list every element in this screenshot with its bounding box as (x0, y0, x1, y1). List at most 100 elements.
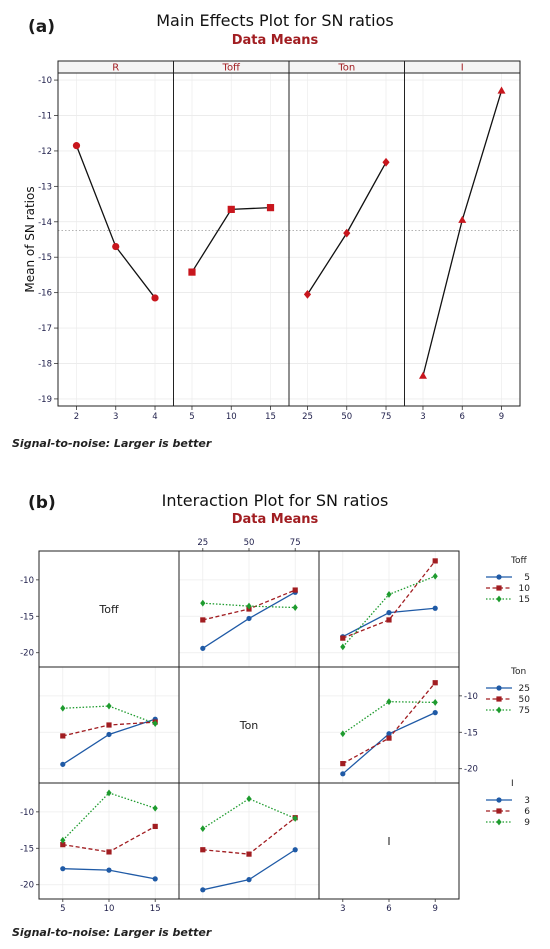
data-point (382, 157, 390, 167)
diagonal-label-toff: Toff (98, 603, 119, 616)
data-point (432, 558, 438, 564)
y-tick-label: -10 (464, 692, 478, 702)
x-tick-label: 9 (432, 904, 437, 914)
y-tick-label: -19 (38, 395, 52, 405)
legend-marker (496, 595, 502, 603)
y-tick-label: -11 (38, 112, 52, 122)
legend-marker (496, 808, 502, 814)
x-tick-label: 2 (74, 412, 79, 422)
data-point (106, 731, 112, 738)
y-tick-label: -14 (38, 218, 52, 228)
facet-label-r: R (112, 63, 119, 74)
x-tick-label: 25 (197, 538, 208, 548)
data-point (152, 823, 158, 830)
data-point (188, 268, 196, 276)
legend-marker (496, 574, 502, 580)
y-tick-label: -18 (38, 359, 52, 369)
legend-label: 75 (519, 706, 530, 716)
data-point (152, 804, 158, 812)
facet-label-ton: Ton (337, 63, 355, 74)
data-point (266, 204, 275, 212)
data-point (246, 602, 252, 610)
x-tick-label: 6 (386, 904, 391, 914)
main-effects-subtitle: Data Means (231, 33, 319, 48)
y-tick-label: -20 (20, 881, 34, 891)
data-point (152, 876, 158, 882)
legend-label: 25 (519, 684, 530, 694)
diagonal-label-i: I (387, 835, 390, 848)
panel-a-label: (a) (28, 17, 56, 37)
data-point (340, 643, 346, 651)
legend-title-i: I (511, 779, 514, 789)
data-point (200, 599, 206, 607)
data-point (458, 215, 467, 223)
y-tick-label: -10 (20, 576, 34, 586)
facet-panel (404, 72, 521, 407)
legend-label: 6 (524, 807, 530, 817)
data-point (200, 645, 206, 651)
data-point (200, 617, 206, 623)
x-tick-label: 6 (460, 412, 465, 422)
x-tick-label: 3 (420, 412, 425, 422)
data-point (386, 610, 392, 616)
data-point (432, 699, 438, 706)
y-tick-label: -17 (38, 324, 52, 334)
data-point (432, 605, 438, 611)
x-tick-label: 5 (60, 904, 65, 914)
data-point (340, 761, 346, 767)
panel-b-label: (b) (28, 493, 56, 513)
data-point (292, 604, 298, 611)
y-tick-label: -15 (20, 844, 34, 854)
x-tick-label: 10 (226, 412, 237, 422)
data-point (432, 572, 438, 580)
data-point (152, 720, 158, 727)
legend-marker (496, 706, 502, 714)
x-tick-label: 9 (499, 412, 504, 422)
data-point (432, 710, 438, 716)
x-tick-label: 50 (341, 412, 352, 422)
y-tick-label: -15 (20, 612, 34, 622)
interaction-title: Interaction Plot for SN ratios (161, 491, 389, 510)
data-point (386, 731, 392, 737)
x-tick-label: 15 (265, 412, 276, 422)
facet-label-i: I (461, 63, 464, 74)
data-point (292, 587, 298, 593)
data-point (60, 704, 66, 712)
x-tick-label: 10 (104, 904, 115, 914)
legend-marker (496, 685, 502, 691)
y-tick-label: -10 (38, 76, 52, 86)
x-tick-label: 50 (244, 538, 255, 548)
data-point (386, 617, 392, 623)
data-point (303, 290, 312, 299)
data-point (60, 866, 66, 872)
data-point (106, 702, 112, 710)
y-tick-label: -20 (464, 765, 478, 775)
data-point (60, 761, 66, 767)
data-point (386, 698, 392, 706)
x-tick-label: 75 (381, 412, 392, 422)
y-tick-label: -15 (38, 253, 52, 263)
data-point (106, 789, 112, 797)
data-point (106, 849, 112, 855)
x-tick-label: 25 (302, 412, 313, 422)
data-point (106, 722, 112, 728)
legend-label: 9 (524, 818, 530, 828)
legend-marker (496, 797, 502, 803)
data-point (340, 771, 346, 777)
data-point (497, 86, 506, 94)
y-tick-label: -10 (20, 808, 34, 818)
data-point (106, 867, 112, 873)
y-tick-label: -16 (38, 289, 52, 299)
data-point (72, 142, 81, 150)
x-tick-label: 75 (290, 538, 301, 548)
data-point (200, 847, 206, 853)
interaction-subtitle: Data Means (231, 512, 319, 527)
data-point (418, 371, 427, 379)
x-tick-label: 15 (150, 904, 161, 914)
legend-label: 3 (524, 796, 530, 806)
data-point (60, 836, 66, 844)
data-point (200, 825, 206, 833)
diagonal-label-ton: Ton (239, 719, 259, 732)
legend-marker (496, 696, 502, 702)
